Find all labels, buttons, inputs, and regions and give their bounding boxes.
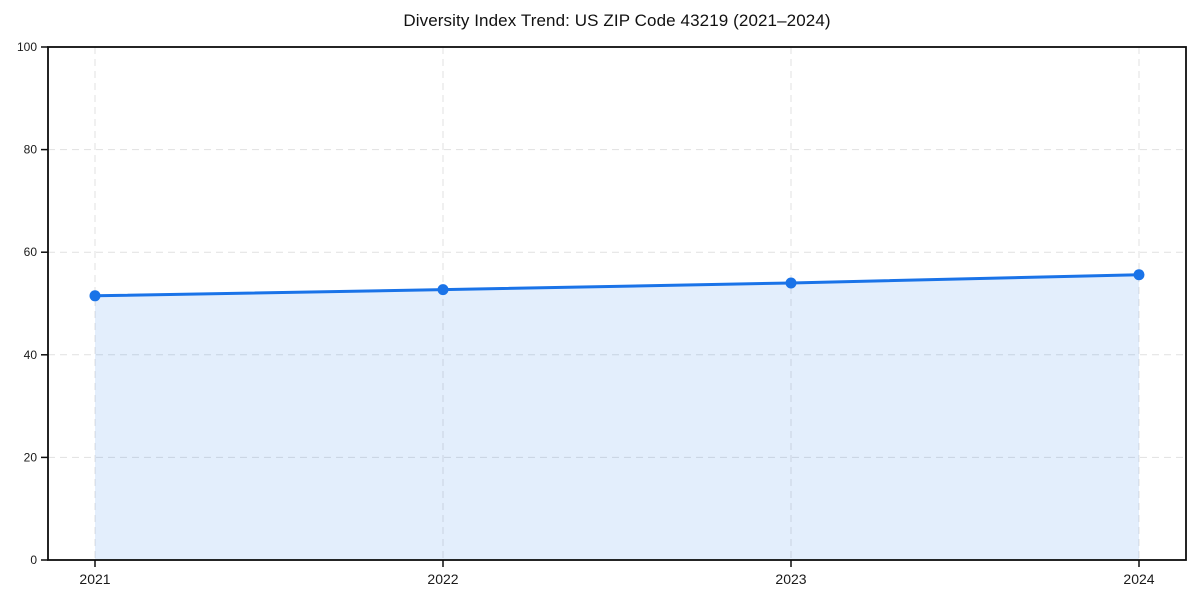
- plot-border: [47, 46, 1187, 561]
- data-point-2024: [1133, 269, 1145, 281]
- area-fill: [95, 274, 1139, 560]
- x-tick-label: 2024: [1123, 571, 1154, 587]
- y-tick-label: 0: [30, 553, 37, 567]
- data-point-2023: [785, 277, 797, 289]
- x-tick-label: 2021: [79, 571, 110, 587]
- y-tick-label: 100: [17, 40, 37, 54]
- x-tick-label: 2022: [427, 571, 458, 587]
- y-tick-label: 20: [24, 450, 38, 464]
- y-tick-label: 80: [24, 143, 38, 157]
- data-point-2021: [89, 290, 101, 302]
- y-tick-label: 40: [24, 348, 38, 362]
- data-point-2022: [437, 284, 449, 296]
- x-tick-label: 2023: [775, 571, 806, 587]
- y-tick-label: 60: [24, 245, 38, 259]
- chart-title: Diversity Index Trend: US ZIP Code 43219…: [403, 11, 831, 30]
- trend-line: [93, 273, 1141, 298]
